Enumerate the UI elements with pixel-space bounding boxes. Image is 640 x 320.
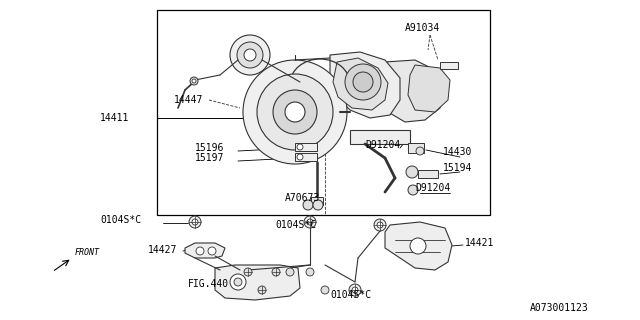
Text: A073001123: A073001123 — [530, 303, 589, 313]
Circle shape — [190, 77, 198, 85]
Text: 15194: 15194 — [443, 163, 472, 173]
Text: A70673: A70673 — [285, 193, 320, 203]
Circle shape — [297, 154, 303, 160]
Circle shape — [307, 219, 313, 225]
Bar — [157, 10, 490, 215]
Polygon shape — [215, 265, 300, 300]
Polygon shape — [330, 52, 400, 118]
Polygon shape — [333, 58, 388, 110]
Polygon shape — [380, 60, 445, 122]
Text: 14427: 14427 — [148, 245, 177, 255]
Bar — [418, 170, 438, 178]
Circle shape — [230, 35, 270, 75]
Text: 15196: 15196 — [195, 143, 225, 153]
Text: 14447: 14447 — [174, 95, 204, 105]
Circle shape — [244, 49, 256, 61]
Circle shape — [345, 64, 381, 100]
Circle shape — [234, 278, 242, 286]
Bar — [295, 143, 317, 151]
Text: 14421: 14421 — [465, 238, 494, 248]
Text: 14430: 14430 — [443, 147, 472, 157]
Circle shape — [303, 200, 313, 210]
Text: 15197: 15197 — [195, 153, 225, 163]
Circle shape — [353, 72, 373, 92]
Circle shape — [192, 219, 198, 225]
Circle shape — [192, 79, 196, 83]
Circle shape — [237, 42, 263, 68]
Bar — [408, 143, 424, 153]
Circle shape — [349, 284, 361, 296]
Text: 0104S*C: 0104S*C — [100, 215, 141, 225]
Text: 14411: 14411 — [100, 113, 129, 123]
Circle shape — [257, 74, 333, 150]
Circle shape — [243, 60, 347, 164]
Bar — [440, 62, 458, 69]
Text: A91034: A91034 — [405, 23, 440, 33]
Polygon shape — [385, 222, 452, 270]
Bar — [295, 153, 317, 161]
Circle shape — [297, 144, 303, 150]
Polygon shape — [185, 243, 225, 258]
Circle shape — [408, 185, 418, 195]
Circle shape — [285, 102, 305, 122]
Circle shape — [196, 247, 204, 255]
Text: 0104S*C: 0104S*C — [275, 220, 316, 230]
Circle shape — [244, 268, 252, 276]
Text: FRONT: FRONT — [75, 248, 100, 257]
Circle shape — [272, 268, 280, 276]
Circle shape — [230, 274, 246, 290]
Bar — [350, 130, 410, 144]
Text: D91204: D91204 — [365, 140, 400, 150]
Circle shape — [273, 90, 317, 134]
Text: D91204: D91204 — [415, 183, 451, 193]
Circle shape — [410, 238, 426, 254]
Circle shape — [306, 268, 314, 276]
Circle shape — [258, 286, 266, 294]
Circle shape — [374, 219, 386, 231]
Bar — [311, 197, 323, 205]
Polygon shape — [408, 65, 450, 112]
Text: 0104S*C: 0104S*C — [330, 290, 371, 300]
Circle shape — [286, 268, 294, 276]
Circle shape — [321, 286, 329, 294]
Circle shape — [189, 216, 201, 228]
Circle shape — [208, 247, 216, 255]
Circle shape — [406, 166, 418, 178]
Circle shape — [352, 287, 358, 293]
Circle shape — [313, 200, 323, 210]
Text: FIG.440: FIG.440 — [188, 279, 229, 289]
Circle shape — [416, 147, 424, 155]
Circle shape — [377, 222, 383, 228]
Circle shape — [304, 216, 316, 228]
